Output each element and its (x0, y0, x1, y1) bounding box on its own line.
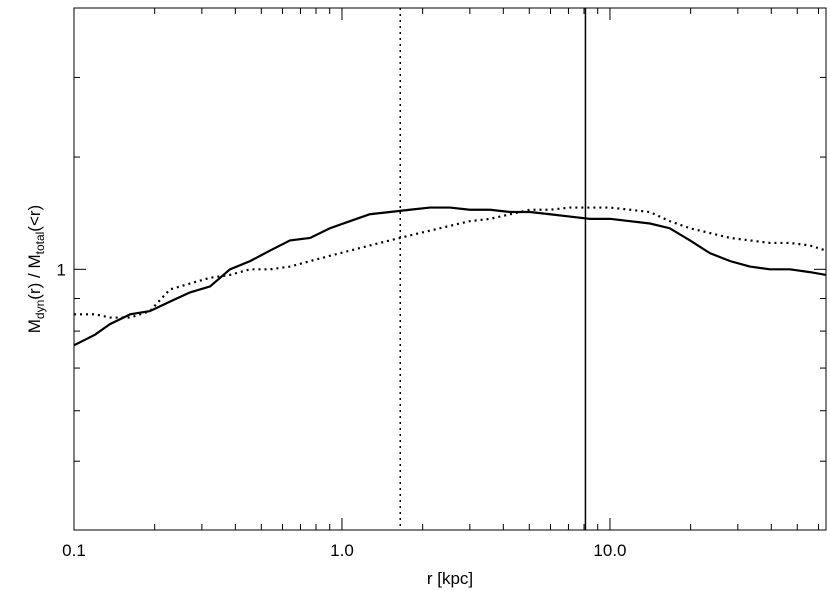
x-tick-label: 0.1 (62, 541, 86, 560)
data-line (74, 206, 827, 319)
y-label-sub: total (33, 232, 47, 255)
y-label-part: (r) / M (25, 254, 44, 299)
x-tick-label: 1.0 (330, 541, 354, 560)
y-axis-label: Mdyn(r) / Mtotal(<r) (25, 205, 47, 333)
data-line (73, 206, 827, 347)
x-axis-label: r [kpc] (427, 569, 473, 588)
y-label-sub: dyn (33, 300, 47, 319)
y-label-part: M (25, 319, 44, 333)
plot-frame (73, 7, 827, 531)
x-tick-label: 10.0 (593, 541, 626, 560)
y-label-part: (<r) (25, 205, 44, 232)
y-tick-label: 1 (57, 260, 66, 279)
